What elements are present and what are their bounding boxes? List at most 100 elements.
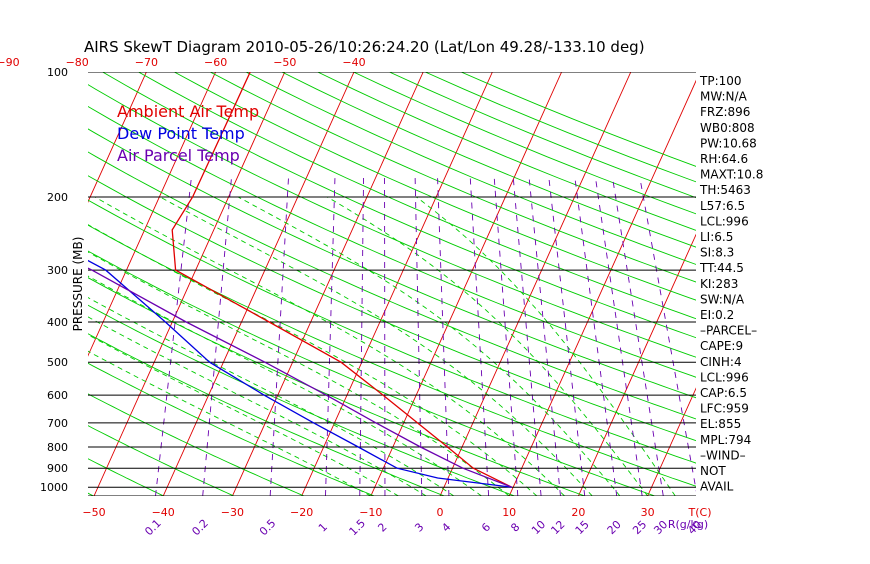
pressure-axis: 100 200 300 400 500 600 700 800 900 1000	[40, 66, 68, 494]
moist-adiabat	[160, 197, 592, 496]
pressure-tick-label: 700	[47, 417, 68, 430]
index-entry: TP:100	[699, 74, 742, 88]
index-entry: KI:283	[700, 277, 738, 291]
pressure-tick-label: 900	[47, 462, 68, 475]
top-tick-label: −70	[135, 56, 158, 69]
top-tick-label: −60	[204, 56, 227, 69]
index-entry: EL:855	[700, 417, 741, 431]
mixing-ratio-label: 1.5	[347, 517, 369, 539]
index-entry: CAPE:9	[700, 339, 743, 353]
index-entry: CINH:4	[700, 355, 742, 369]
moist-adiabats	[0, 197, 675, 496]
moist-adiabat	[327, 197, 647, 496]
legend-entry: Dew Point Temp	[117, 124, 245, 143]
bottom-tick-label: 0	[437, 506, 444, 519]
mixing-ratio-label: 0.2	[189, 517, 211, 539]
mixing-ratio-label: 10	[529, 518, 548, 537]
mixing-ratio-line	[640, 178, 697, 496]
index-entry: SI:8.3	[700, 246, 734, 260]
chart-title: AIRS SkewT Diagram 2010-05-26/10:26:24.2…	[84, 38, 645, 56]
index-entry: PW:10.68	[700, 136, 757, 150]
mixing-ratio-label: 8	[508, 520, 522, 534]
index-entry: EI:0.2	[700, 308, 734, 322]
bottom-tick-label: 30	[641, 506, 655, 519]
top-tick-label: −80	[66, 56, 89, 69]
moist-adiabat	[0, 197, 454, 496]
stability-indices: TP:100MW:N/AFRZ:896WB0:808PW:10.68RH:64.…	[699, 74, 763, 494]
mixing-ratio-label: 0.5	[257, 517, 279, 539]
mixing-ratio-line	[529, 178, 560, 496]
pressure-tick-label: 500	[47, 356, 68, 369]
index-entry: TH:5463	[699, 183, 751, 197]
isotherm	[855, 72, 870, 496]
index-entry: CAP:6.5	[700, 386, 747, 400]
mixing-ratio-label: 12	[548, 518, 567, 537]
mixing-ratio-unit-label: R(g/kg)	[668, 518, 708, 531]
moist-adiabat	[416, 197, 675, 496]
mixing-ratio-lines	[156, 178, 698, 496]
index-entry: SW:N/A	[700, 292, 745, 306]
bottom-tick-label: −30	[221, 506, 244, 519]
mixing-ratio-label: 20	[605, 518, 624, 537]
mixing-ratio-line	[156, 178, 192, 496]
pressure-tick-label: 600	[47, 389, 68, 402]
mixing-ratio-label: 2	[375, 520, 389, 534]
dry-adiabat	[246, 72, 870, 496]
index-entry: AVAIL	[700, 480, 734, 494]
dry-adiabat	[139, 72, 870, 496]
pressure-tick-label: 400	[47, 316, 68, 329]
mixing-ratio-line	[549, 178, 585, 496]
isotherm	[786, 72, 870, 496]
index-entry: FRZ:896	[700, 105, 750, 119]
top-tick-label: −90	[0, 56, 20, 69]
dry-adiabat	[389, 72, 870, 496]
bottom-tick-label: −50	[82, 506, 105, 519]
dry-adiabat	[461, 72, 870, 496]
mixing-ratio-label: 25	[630, 518, 649, 537]
index-entry: MW:N/A	[700, 90, 748, 104]
pressure-tick-label: 200	[47, 191, 68, 204]
legend-entry: Air Parcel Temp	[117, 146, 240, 165]
mixing-ratio-label: 0.1	[142, 517, 164, 539]
top-tick-label: −40	[342, 56, 365, 69]
dry-adiabat	[354, 72, 870, 496]
index-entry: MAXT:10.8	[700, 168, 763, 182]
dry-adiabat	[210, 72, 870, 496]
dry-adiabat	[0, 72, 23, 496]
isotherm	[0, 72, 8, 496]
mixing-ratio-label: 4	[439, 520, 453, 534]
bottom-tick-label: 20	[571, 506, 585, 519]
pressure-tick-label: 1000	[40, 481, 68, 494]
bottom-tick-label: −20	[290, 506, 313, 519]
mixing-ratio-label: 3	[412, 520, 426, 534]
dry-adiabat	[425, 72, 870, 496]
bottom-tick-label: −40	[152, 506, 175, 519]
mixing-ratio-label: 1	[316, 520, 330, 534]
index-entry: MPL:794	[700, 433, 751, 447]
pressure-tick-label: 800	[47, 441, 68, 454]
pressure-tick-label: 300	[47, 264, 68, 277]
bottom-tick-label: −10	[359, 506, 382, 519]
y-axis-label: PRESSURE (MB)	[71, 237, 85, 332]
mixing-ratio-line	[438, 178, 449, 496]
legend-entry: Ambient Air Temp	[117, 102, 259, 121]
moist-adiabat	[41, 197, 537, 496]
mixing-ratio-label: 15	[573, 518, 592, 537]
index-entry: LI:6.5	[700, 230, 733, 244]
index-entry: –PARCEL–	[700, 324, 757, 338]
index-entry: RH:64.6	[700, 152, 748, 166]
mixing-ratio-line	[513, 178, 541, 496]
index-entry: LCL:996	[700, 370, 749, 384]
bottom-tick-label: 10	[502, 506, 516, 519]
mixing-ratio-line	[203, 178, 232, 496]
index-entry: TT:44.5	[699, 261, 744, 275]
index-entry: LCL:996	[700, 214, 749, 228]
mixing-ratio-label: 6	[479, 520, 493, 534]
index-entry: –WIND–	[700, 448, 746, 462]
pressure-tick-label: 100	[47, 66, 68, 79]
legend: Ambient Air Temp Dew Point Temp Air Parcel…	[117, 102, 259, 165]
top-tick-label: −50	[273, 56, 296, 69]
